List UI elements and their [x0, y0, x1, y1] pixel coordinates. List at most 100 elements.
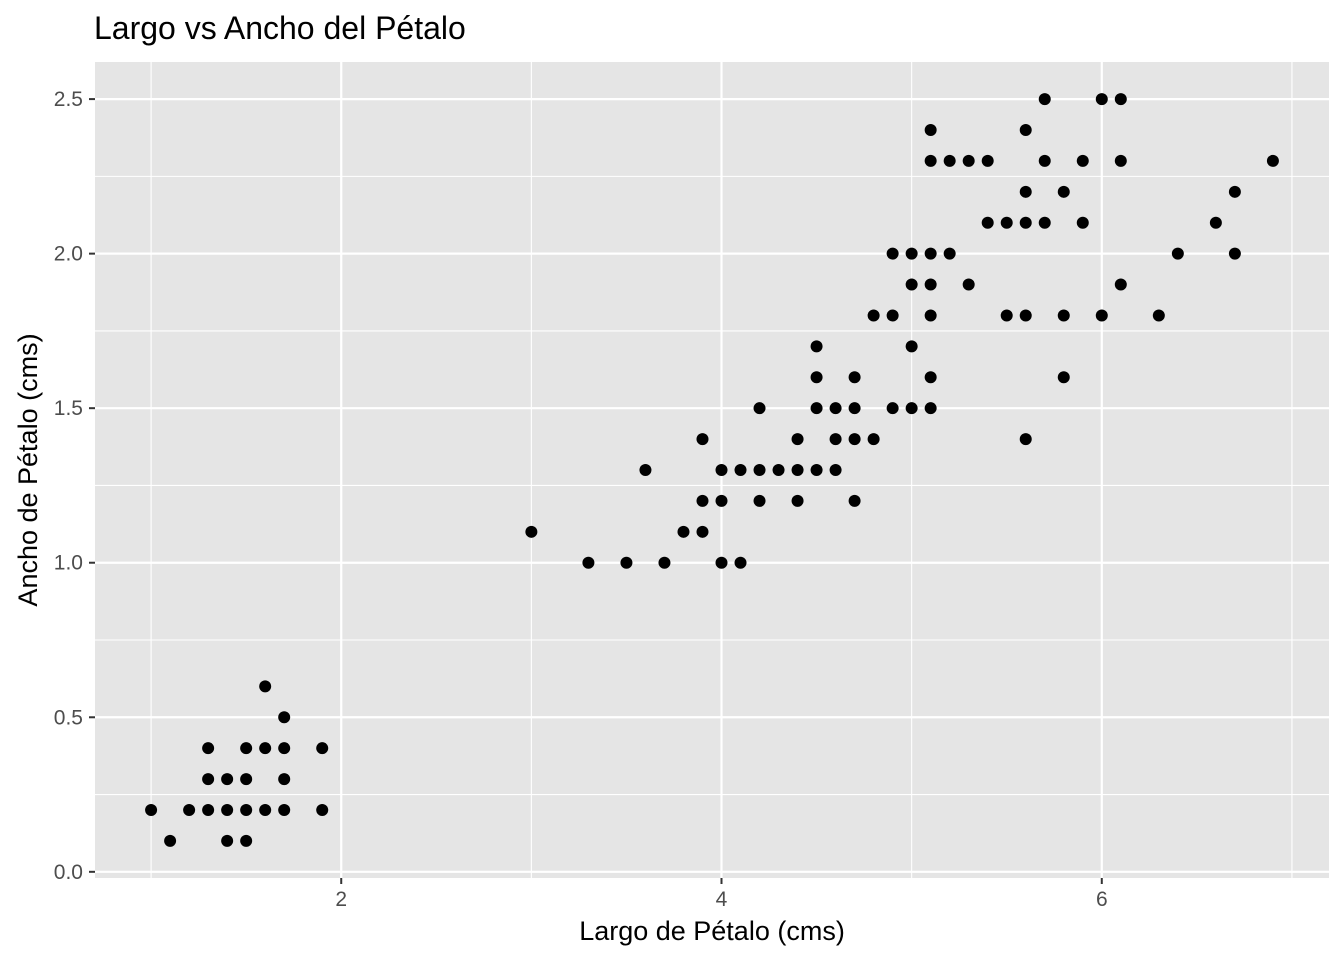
y-tick-label: 2.5 — [54, 88, 83, 111]
data-point — [924, 247, 937, 260]
data-point — [1266, 154, 1279, 167]
data-point — [981, 216, 994, 229]
y-tick-label: 0.0 — [54, 861, 83, 884]
data-point — [1019, 433, 1032, 446]
data-point — [202, 773, 215, 786]
chart-title: Largo vs Ancho del Pétalo — [94, 10, 466, 46]
data-point — [753, 464, 766, 476]
minor-gridlines — [95, 62, 1329, 878]
data-point — [278, 711, 291, 724]
data-point — [715, 494, 728, 507]
data-point — [791, 494, 804, 507]
data-point — [905, 247, 918, 260]
data-point — [943, 247, 956, 260]
data-point — [848, 402, 861, 415]
data-point — [1228, 185, 1241, 198]
data-point — [1076, 216, 1089, 229]
data-point — [1038, 216, 1051, 229]
data-point — [1057, 309, 1070, 322]
data-point — [639, 464, 652, 476]
data-point — [278, 742, 291, 755]
data-point — [696, 494, 709, 507]
data-point — [715, 464, 728, 476]
data-point — [734, 556, 747, 569]
data-point — [1038, 154, 1051, 167]
data-point — [202, 804, 215, 816]
data-point — [1095, 93, 1108, 106]
data-point — [905, 340, 918, 353]
data-point — [867, 309, 880, 322]
data-point — [810, 464, 823, 476]
data-point — [316, 742, 329, 755]
data-point — [1076, 154, 1089, 167]
data-point — [1000, 216, 1013, 229]
data-point — [715, 556, 728, 569]
data-point — [582, 556, 595, 569]
data-point — [1019, 124, 1032, 136]
major-gridlines — [95, 62, 1329, 878]
data-point — [829, 402, 842, 415]
data-point — [886, 309, 899, 322]
data-point — [1171, 247, 1184, 260]
data-point — [943, 154, 956, 167]
y-tick-label: 1.0 — [54, 552, 83, 575]
y-tick-label: 2.0 — [54, 243, 83, 266]
data-point — [829, 464, 842, 476]
data-point — [259, 680, 272, 693]
data-point — [1228, 247, 1241, 260]
data-point — [1114, 278, 1127, 291]
data-points — [145, 93, 1279, 847]
data-point — [221, 834, 234, 847]
data-point — [1019, 216, 1032, 229]
data-point — [1038, 93, 1051, 106]
data-point — [905, 278, 918, 291]
data-point — [259, 804, 272, 816]
y-axis-label: Ancho de Pétalo (cms) — [13, 333, 43, 606]
data-point — [829, 433, 842, 446]
y-tick-label: 1.5 — [54, 397, 83, 420]
data-point — [924, 402, 937, 415]
x-axis-label: Largo de Pétalo (cms) — [579, 916, 845, 946]
y-tick-label: 0.5 — [54, 706, 83, 729]
data-point — [981, 154, 994, 167]
data-point — [848, 433, 861, 446]
data-point — [240, 834, 253, 847]
data-point — [810, 402, 823, 415]
data-point — [924, 124, 937, 136]
data-point — [962, 154, 975, 167]
data-point — [1095, 309, 1108, 322]
data-point — [259, 742, 272, 755]
data-point — [810, 371, 823, 384]
data-point — [848, 371, 861, 384]
data-point — [221, 804, 234, 816]
y-axis-ticks: 0.0 0.5 1.0 1.5 2.0 2.5 — [54, 88, 95, 884]
data-point — [696, 433, 709, 446]
data-point — [1000, 309, 1013, 322]
data-point — [620, 556, 633, 569]
data-point — [886, 402, 899, 415]
data-point — [924, 371, 937, 384]
data-point — [278, 773, 291, 786]
x-tick-label: 4 — [716, 888, 728, 911]
data-point — [924, 278, 937, 291]
x-axis-ticks: 2 4 6 — [335, 878, 1108, 911]
data-point — [1019, 309, 1032, 322]
data-point — [240, 804, 253, 816]
data-point — [316, 804, 329, 816]
data-point — [145, 804, 158, 816]
data-point — [772, 464, 785, 476]
data-point — [1057, 371, 1070, 384]
data-point — [810, 340, 823, 353]
data-point — [886, 247, 899, 260]
data-point — [924, 154, 937, 167]
x-tick-label: 6 — [1096, 888, 1108, 911]
data-point — [791, 433, 804, 446]
data-point — [734, 464, 747, 476]
data-point — [848, 494, 861, 507]
data-point — [240, 773, 253, 786]
data-point — [183, 804, 196, 816]
data-point — [924, 309, 937, 322]
data-point — [525, 525, 538, 538]
